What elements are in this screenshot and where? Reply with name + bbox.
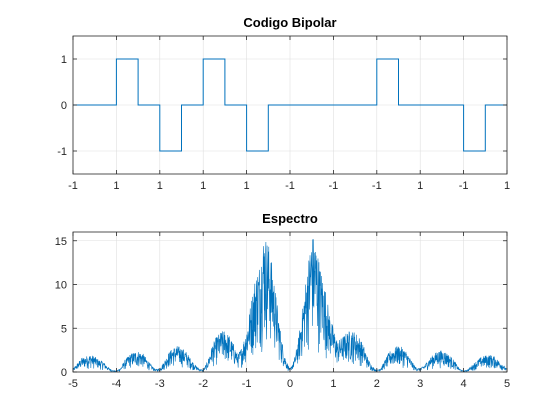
x-tick-label: -5 bbox=[68, 378, 78, 390]
y-tick-label: 5 bbox=[61, 323, 67, 335]
x-tick-label: 1 bbox=[504, 180, 510, 192]
x-tick-label: 2 bbox=[374, 378, 380, 390]
x-tick-label: -1 bbox=[285, 180, 295, 192]
x-tick-label: -1 bbox=[242, 378, 252, 390]
x-tick-label: 0 bbox=[287, 378, 293, 390]
x-tick-label: -1 bbox=[372, 180, 382, 192]
ticks: -5 -4 -3 -2 -1 0 1 2 3 4 5 0 5 10 15 bbox=[55, 232, 510, 390]
x-tick-label: -1 bbox=[68, 180, 78, 192]
x-tick-label: 1 bbox=[244, 180, 250, 192]
y-tick-label: -1 bbox=[57, 146, 67, 158]
x-tick-label: -3 bbox=[155, 378, 165, 390]
y-tick-label: 10 bbox=[55, 280, 67, 292]
y-tick-label: 0 bbox=[61, 100, 67, 112]
x-tick-label: -1 bbox=[329, 180, 339, 192]
x-tick-label: 1 bbox=[113, 180, 119, 192]
x-tick-label: 4 bbox=[461, 378, 467, 390]
spectrum-chart: -5 -4 -3 -2 -1 0 1 2 3 4 5 0 5 10 15 Espectro bbox=[55, 211, 510, 390]
y-tick-label: 0 bbox=[61, 367, 67, 379]
x-tick-label: 5 bbox=[504, 378, 510, 390]
x-tick-label: -1 bbox=[459, 180, 469, 192]
chart-title: Espectro bbox=[262, 211, 318, 226]
x-tick-label: 1 bbox=[200, 180, 206, 192]
x-tick-label: 3 bbox=[417, 378, 423, 390]
y-tick-label: 1 bbox=[61, 54, 67, 66]
x-tick-label: 1 bbox=[157, 180, 163, 192]
x-tick-label: 1 bbox=[330, 378, 336, 390]
x-tick-label: 1 bbox=[417, 180, 423, 192]
y-tick-label: 15 bbox=[55, 236, 67, 248]
ticks: -1 1 1 1 1 -1 -1 -1 1 -1 1 -1 0 1 bbox=[57, 36, 510, 192]
x-tick-label: -4 bbox=[112, 378, 122, 390]
bipolar-code-chart: -1 1 1 1 1 -1 -1 -1 1 -1 1 -1 0 1 Codigo Bipolar bbox=[57, 15, 510, 192]
bipolar-code-line bbox=[73, 58, 507, 152]
x-tick-label: -2 bbox=[198, 378, 208, 390]
chart-title: Codigo Bipolar bbox=[243, 15, 336, 30]
